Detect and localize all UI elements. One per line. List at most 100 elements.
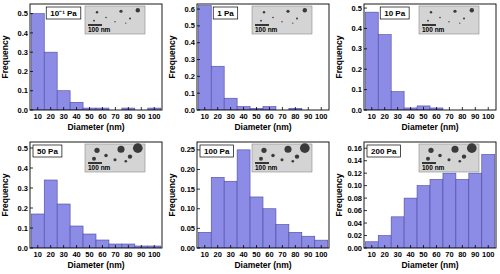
x-tick [115, 107, 116, 110]
panel: 100 nm0.00.10.20.30.40.51020304050607080… [0, 142, 162, 270]
y-tick-label: 0.4 [352, 24, 363, 33]
x-tick [488, 245, 489, 248]
x-tick-label: 50 [252, 250, 260, 259]
y-tick [364, 173, 367, 174]
y-tick [364, 48, 367, 49]
title-box: 1 Pa [213, 7, 237, 19]
x-tick [243, 107, 244, 110]
y-tick [30, 13, 33, 14]
y-tick [364, 248, 367, 249]
x-tick-label: 70 [278, 250, 286, 259]
x-tick-label: 30 [226, 112, 234, 121]
y-tick [364, 148, 367, 149]
x-tick-label: 80 [291, 250, 299, 259]
bar [430, 179, 443, 248]
title-box: 200 Pa [367, 145, 400, 157]
y-tick-label: 0.00 [180, 244, 195, 253]
inset-image: 100 nm [252, 6, 312, 34]
bar [224, 98, 237, 110]
x-tick [141, 107, 142, 110]
bar [469, 173, 482, 248]
y-tick-label: 0.1 [185, 89, 195, 98]
x-tick-label: 50 [419, 112, 427, 121]
x-tick-label: 30 [59, 112, 67, 121]
y-axis-label: Frequency [0, 35, 10, 78]
x-tick-label: 30 [226, 250, 234, 259]
bars [365, 12, 443, 110]
y-tick-label: 0.4 [185, 38, 196, 47]
x-tick-label: 80 [124, 112, 132, 121]
x-tick [63, 107, 64, 110]
bar [211, 66, 224, 110]
inset-particle [427, 20, 429, 22]
x-tick-label: 60 [432, 250, 440, 259]
x-tick-label: 10 [368, 250, 376, 259]
plot-frame [30, 142, 162, 248]
bar [31, 214, 44, 248]
y-tick-label: 0.0 [185, 106, 195, 115]
y-tick-label: 0.5 [18, 9, 28, 18]
x-tick-label: 20 [214, 112, 222, 121]
title-frame [200, 145, 233, 157]
x-tick [462, 245, 463, 248]
x-tick [204, 245, 205, 248]
title-frame [33, 145, 62, 157]
y-tick-label: 0.2 [18, 67, 28, 76]
x-tick-label: 80 [458, 250, 466, 259]
y-tick-label: 0.02 [347, 231, 362, 240]
y-tick [364, 110, 367, 111]
y-tick-label: 0.0 [18, 244, 28, 253]
title-box: 10 Pa [380, 7, 409, 19]
inset-particle [281, 21, 282, 22]
x-tick-label: 80 [124, 250, 132, 259]
bars [198, 6, 302, 110]
x-tick [436, 107, 437, 110]
y-tick-label: 0.2 [18, 204, 28, 213]
x-tick-label: 100 [315, 250, 328, 259]
x-tick-label: 10 [201, 112, 209, 121]
x-tick-label: 20 [47, 250, 55, 259]
x-tick [371, 107, 372, 110]
inset-frame [252, 6, 312, 34]
title: 1 Pa [217, 9, 234, 18]
inset-particle [451, 146, 458, 153]
bar [391, 92, 404, 110]
x-tick [128, 107, 129, 110]
bar [302, 236, 315, 248]
y-tick [197, 169, 200, 170]
bars [365, 154, 494, 248]
y-tick [197, 59, 200, 60]
inset-particle [133, 143, 143, 153]
inset-particle [280, 158, 283, 161]
inset-frame [252, 144, 312, 172]
y-tick-label: 0.04 [347, 219, 362, 228]
y-tick-label: 0.12 [347, 169, 362, 178]
inset-particle [263, 11, 265, 13]
inset-particle [286, 10, 289, 13]
x-tick [89, 107, 90, 110]
y-tick-label: 0.05 [180, 224, 195, 233]
x-tick-label: 10 [201, 250, 209, 259]
y-tick [364, 235, 367, 236]
y-tick [197, 208, 200, 209]
bar [289, 232, 302, 248]
y-tick [364, 223, 367, 224]
x-tick-label: 50 [85, 112, 93, 121]
y-tick-label: 0.3 [352, 44, 362, 53]
title-frame [46, 7, 81, 19]
x-tick [269, 245, 270, 248]
y-axis-label: Frequency [0, 173, 10, 216]
x-tick [50, 107, 51, 110]
bar [315, 240, 328, 248]
x-tick [230, 245, 231, 248]
x-tick-label: 90 [137, 250, 145, 259]
title: 10⁻¹ Pa [50, 9, 77, 18]
y-tick-label: 0.1 [18, 86, 28, 95]
x-tick [269, 107, 270, 110]
y-tick-label: 0.3 [185, 55, 195, 64]
x-tick [102, 107, 103, 110]
y-tick [197, 248, 200, 249]
y-axis-label: Frequency [167, 173, 177, 216]
bar [224, 181, 237, 248]
panel: 100 nm0.00.10.20.30.40.51020304050607080… [0, 4, 162, 132]
